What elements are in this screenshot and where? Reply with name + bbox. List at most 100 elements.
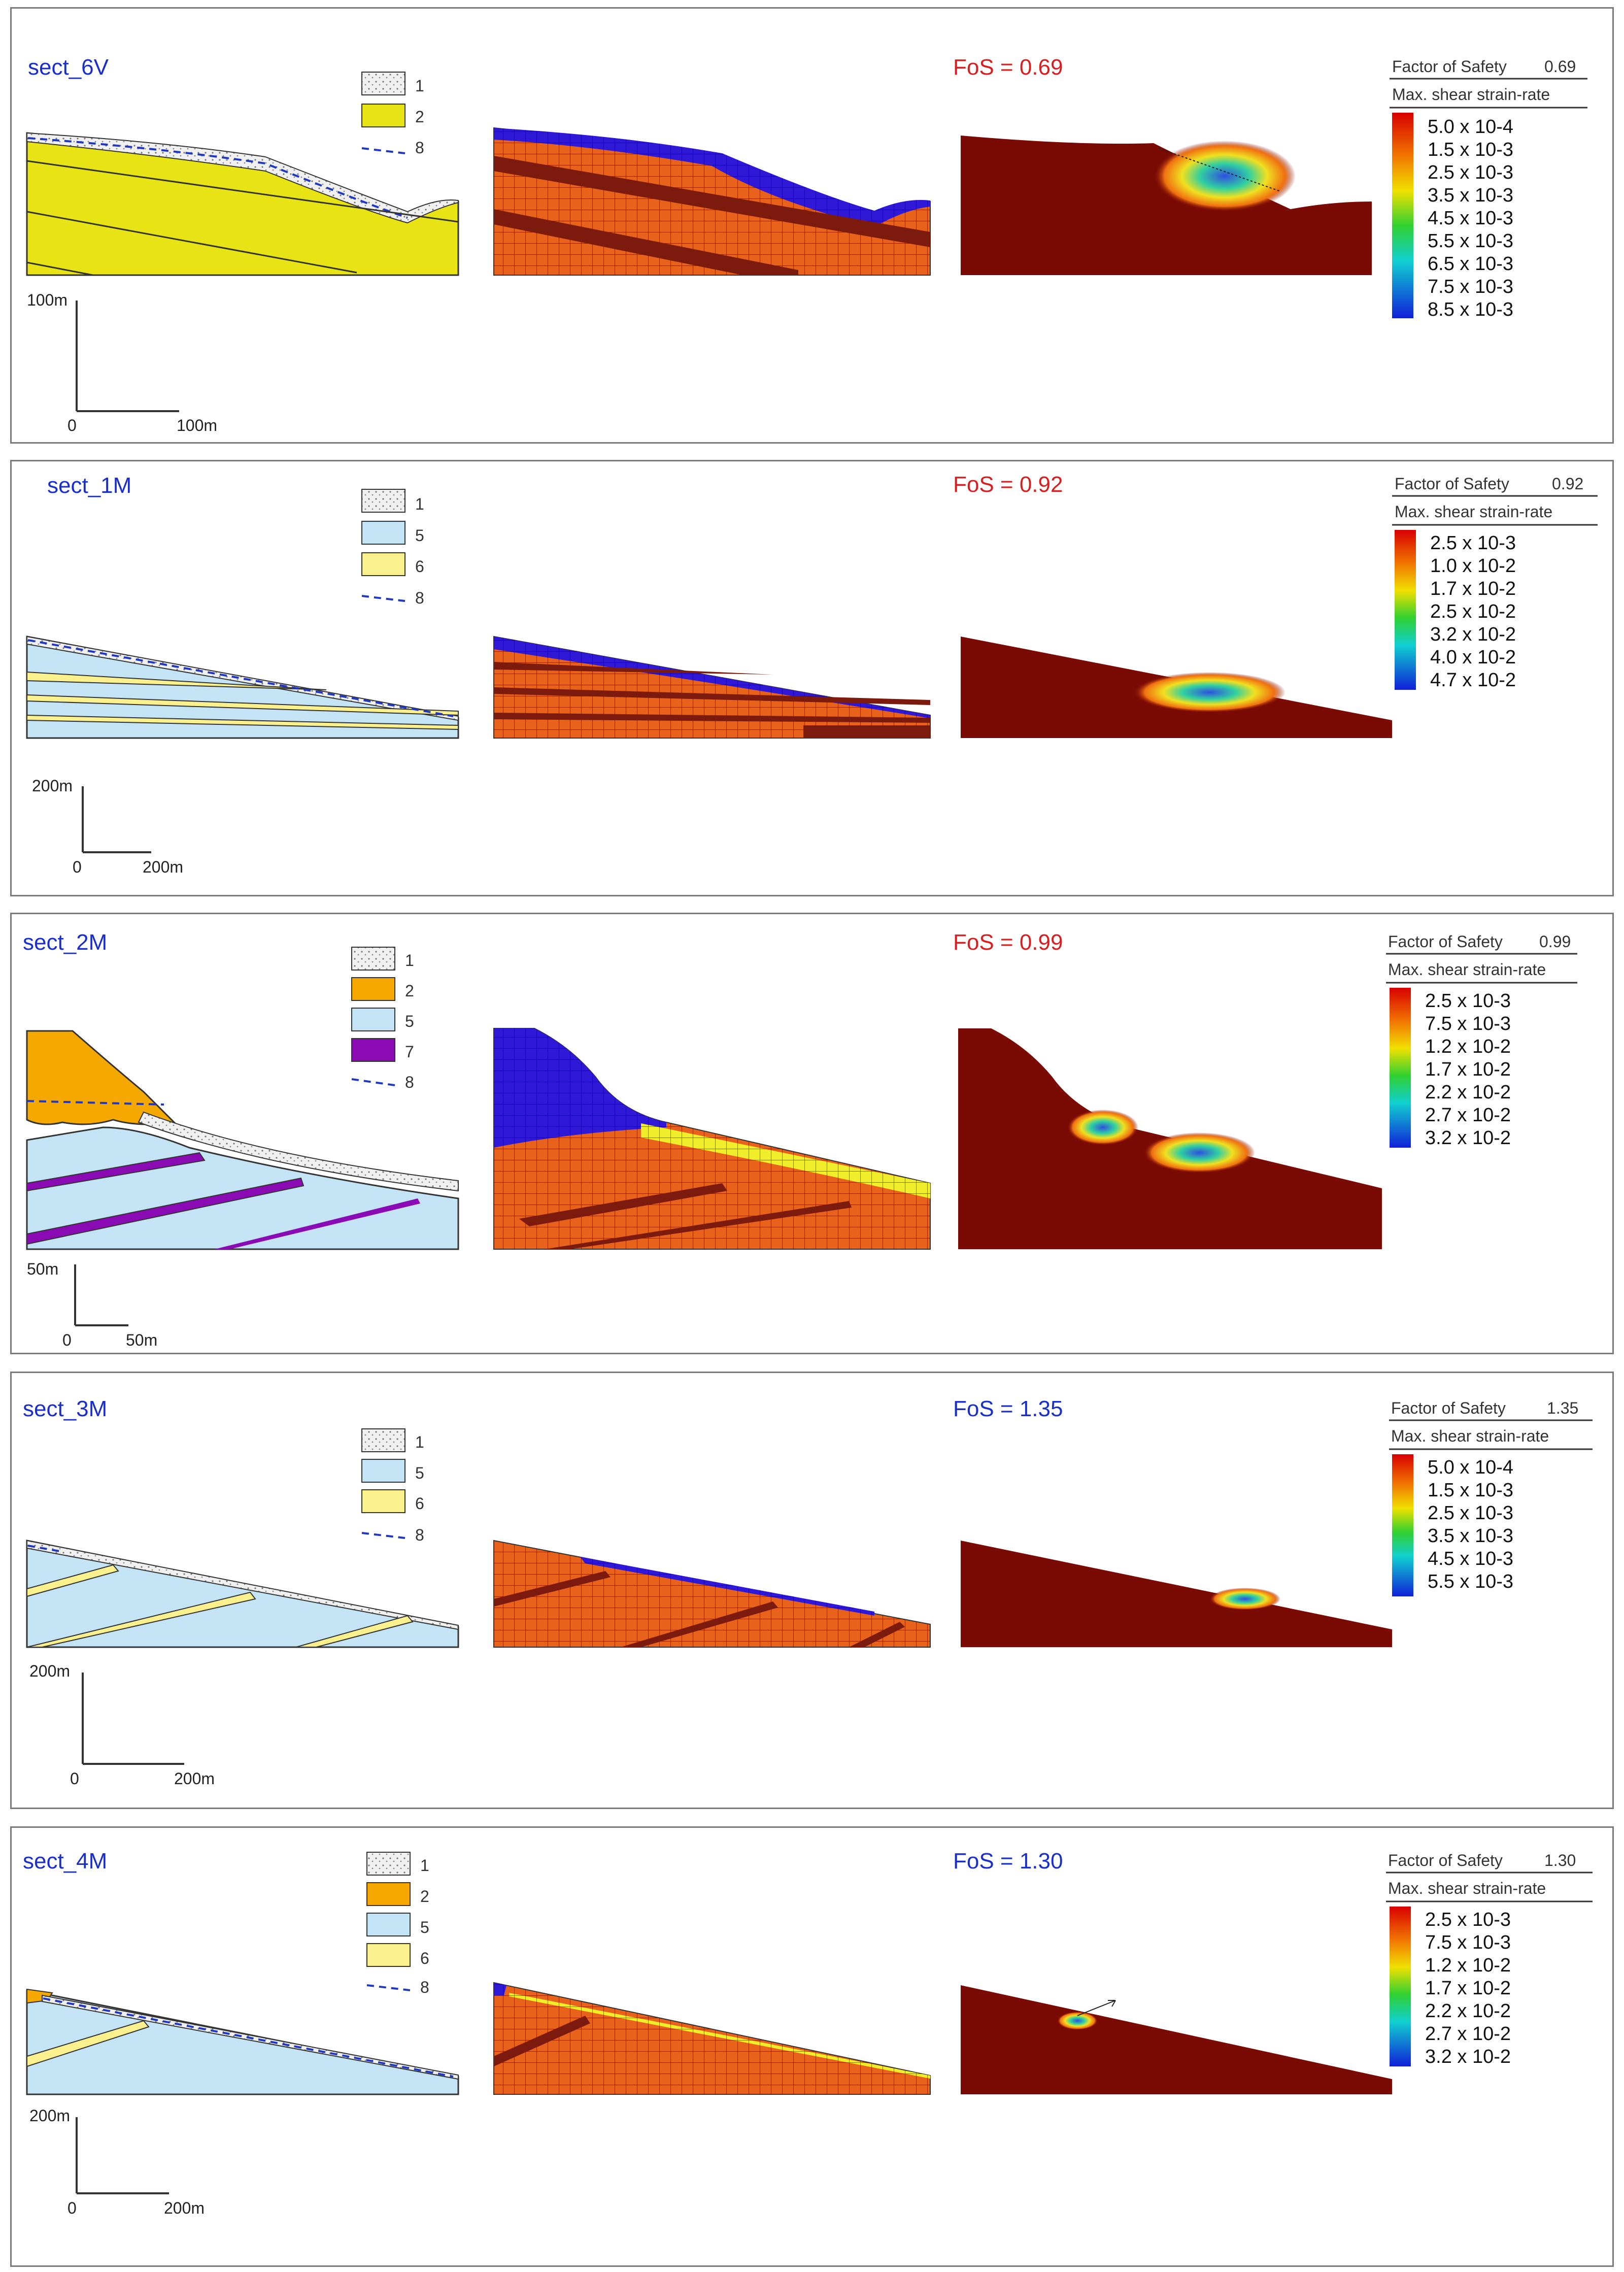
section-title: sect_3M	[23, 1396, 107, 1421]
section-title: sect_6V	[28, 55, 109, 80]
mesh-model	[493, 1028, 931, 1250]
scale-zero: 0	[73, 858, 82, 876]
scale-zero: 0	[67, 416, 77, 435]
legend: 1 2 5 6 8	[366, 1852, 429, 1996]
scale-horizontal-label: 50m	[126, 1331, 157, 1349]
legend: 1 5 6 8	[361, 1428, 424, 1544]
legend-label: 6	[415, 1494, 424, 1513]
fos-box-value: 0.92	[1552, 475, 1583, 493]
fos-box-value: 0.69	[1544, 57, 1576, 76]
strain-tick: 7.5 x 10-3	[1425, 1932, 1511, 1953]
strain-tick: 3.5 x 10-3	[1428, 1525, 1513, 1547]
legend-label: 6	[415, 557, 424, 576]
legend-label: 1	[415, 1433, 424, 1451]
mesh-model	[493, 636, 931, 739]
strain-label: Max. shear strain-rate	[1388, 1879, 1546, 1897]
legend-label: 8	[415, 1526, 424, 1544]
scale-zero: 0	[62, 1331, 72, 1349]
strain-tick: 1.2 x 10-2	[1425, 1036, 1511, 1057]
legend-line-8	[361, 147, 405, 154]
strain-result	[961, 637, 1392, 738]
strain-result	[961, 136, 1372, 275]
geological-section	[26, 636, 459, 739]
scale-horizontal-label: 200m	[143, 858, 183, 876]
failure-zone	[1209, 1588, 1280, 1610]
strain-tick: 2.5 x 10-3	[1425, 1909, 1511, 1930]
strain-tick: 7.5 x 10-3	[1428, 276, 1513, 297]
fos-label: FoS = 0.92	[953, 472, 1063, 497]
legend-label: 7	[405, 1043, 414, 1061]
scale-vertical-label: 50m	[27, 1260, 58, 1278]
strain-tick: 3.2 x 10-2	[1425, 1127, 1511, 1149]
geological-section	[26, 132, 459, 276]
strain-result	[961, 1985, 1392, 2094]
section-panel-2M: sect_2M 1 2 5 7 8 FoS = 0.99 Factor of S…	[10, 913, 1614, 1354]
strain-tick: 4.7 x 10-2	[1430, 670, 1516, 691]
strain-tick: 2.2 x 10-2	[1425, 2000, 1511, 2022]
legend-label: 8	[405, 1073, 414, 1091]
scale-zero: 0	[67, 2199, 77, 2217]
strain-tick: 1.7 x 10-2	[1425, 1059, 1511, 1080]
legend-label: 6	[420, 1949, 429, 1967]
failure-zone	[1133, 672, 1285, 713]
fos-box-value: 0.99	[1539, 932, 1571, 951]
strain-tick: 1.7 x 10-2	[1425, 1978, 1511, 1999]
section-title: sect_1M	[47, 473, 131, 498]
geological-section	[26, 1988, 459, 2095]
fos-legend-box: Factor of Safety 0.99 Max. shear strain-…	[1386, 932, 1577, 1149]
fos-label: FoS = 1.30	[953, 1849, 1063, 1874]
strain-tick: 2.5 x 10-3	[1428, 162, 1513, 183]
legend-label: 1	[405, 951, 414, 970]
scale-bar: 100m 0 100m	[27, 291, 217, 435]
strain-tick: 8.5 x 10-3	[1428, 299, 1513, 320]
strain-tick: 1.5 x 10-3	[1428, 139, 1513, 160]
strain-tick: 2.7 x 10-2	[1425, 1105, 1511, 1126]
color-bar	[1395, 530, 1416, 690]
color-bar	[1390, 988, 1411, 1148]
scale-bar: 200m 0 200m	[29, 1662, 215, 1788]
section-title: sect_2M	[23, 930, 107, 955]
strain-tick: 6.5 x 10-3	[1428, 253, 1513, 275]
strain-tick: 3.5 x 10-3	[1428, 185, 1513, 206]
fos-legend-box: Factor of Safety 0.92 Max. shear strain-…	[1392, 475, 1598, 691]
strain-tick: 1.5 x 10-3	[1428, 1480, 1513, 1501]
strain-tick: 1.2 x 10-2	[1425, 1955, 1511, 1976]
failure-zone	[1154, 141, 1296, 212]
geological-section	[26, 1030, 459, 1250]
mesh-model	[493, 127, 931, 276]
legend: 1 2 5 7 8	[351, 947, 414, 1091]
fos-box-title: Factor of Safety	[1395, 475, 1509, 493]
legend-swatch-2	[361, 104, 405, 127]
fos-box-title: Factor of Safety	[1391, 1399, 1506, 1417]
strain-label: Max. shear strain-rate	[1391, 1427, 1549, 1445]
scale-vertical-label: 200m	[29, 2107, 70, 2125]
strain-tick: 2.5 x 10-3	[1430, 532, 1516, 554]
failure-zone	[1057, 2012, 1098, 2030]
scale-horizontal-label: 200m	[174, 1769, 215, 1788]
legend-swatch-cover	[361, 72, 405, 95]
fos-box-value: 1.35	[1547, 1399, 1578, 1417]
fos-label: FoS = 1.35	[953, 1396, 1063, 1421]
fos-label: FoS = 0.99	[953, 930, 1063, 955]
section-title: sect_4M	[23, 1849, 107, 1874]
strain-tick: 1.0 x 10-2	[1430, 555, 1516, 577]
scale-horizontal-label: 100m	[177, 416, 217, 435]
strain-tick: 4.0 x 10-2	[1430, 647, 1516, 668]
strain-label: Max. shear strain-rate	[1395, 503, 1552, 521]
strain-tick: 1.7 x 10-2	[1430, 578, 1516, 599]
legend-label: 5	[420, 1918, 429, 1936]
legend-label: 1	[415, 495, 424, 513]
strain-tick: 2.5 x 10-3	[1428, 1502, 1513, 1524]
legend: 1 5 6 8	[361, 489, 424, 607]
strain-tick: 4.5 x 10-3	[1428, 1548, 1513, 1569]
fos-box-title: Factor of Safety	[1392, 57, 1507, 76]
mesh-model	[493, 1540, 931, 1648]
fos-box-title: Factor of Safety	[1388, 932, 1503, 951]
strain-result	[961, 1541, 1392, 1647]
strain-result	[958, 1028, 1382, 1249]
section-panel-1M: sect_1M 1 5 6 8 FoS = 0.92 Factor of Saf…	[10, 460, 1614, 896]
strain-tick: 2.2 x 10-2	[1425, 1082, 1511, 1103]
legend-label: 2	[415, 108, 424, 126]
strain-label: Max. shear strain-rate	[1388, 960, 1546, 979]
scale-bar: 200m 0 200m	[29, 2107, 205, 2217]
